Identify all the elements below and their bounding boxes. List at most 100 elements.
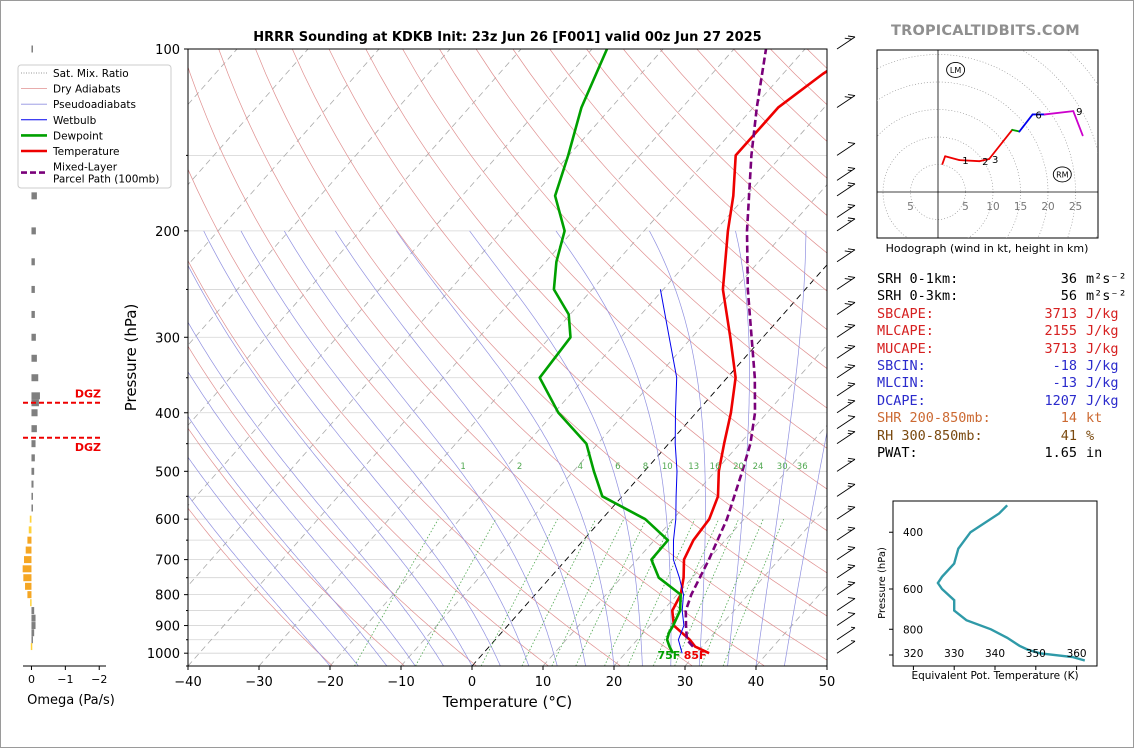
omega-bar	[31, 481, 33, 488]
isotherm-line	[259, 49, 805, 666]
theta-e-x-tick-label: 340	[985, 648, 1005, 660]
wind-barb-flag	[848, 431, 855, 432]
mixing-ratio-label: 30	[777, 462, 788, 472]
hodograph-height-label: 6	[1035, 110, 1041, 121]
wind-barb-flag	[848, 613, 855, 614]
isotherm-line	[117, 49, 663, 666]
wind-barb	[837, 458, 855, 471]
wind-barb	[837, 613, 855, 626]
omega-bar	[31, 355, 36, 362]
wind-barb	[837, 142, 855, 155]
hodograph-height-label: 9	[1076, 107, 1082, 118]
stat-unit: J/kg	[1086, 341, 1119, 358]
theta-e-y-axis-label: Pressure (hPa)	[877, 547, 888, 619]
hodograph-ring-label: 20	[1041, 201, 1054, 213]
dewpoint-line	[540, 49, 681, 653]
wind-barb-shaft	[837, 219, 855, 231]
wind-barb-flag	[845, 279, 852, 280]
surface-temperature-label: 85F	[684, 649, 707, 662]
wind-barb	[837, 547, 855, 560]
wind-barb-half-flag	[848, 549, 852, 550]
wind-barb-shaft	[837, 583, 855, 595]
wind-barb-half-flag	[848, 170, 852, 171]
stat-label: SHR 200-850mb:	[877, 410, 1002, 427]
hodograph-ring-label: 25	[1069, 201, 1082, 213]
omega-bar	[30, 516, 32, 523]
stat-label: RH 300-850mb:	[877, 428, 1002, 445]
wind-barb-shaft	[837, 459, 855, 471]
y-tick-label: 400	[155, 407, 180, 422]
stat-value: 36	[1002, 271, 1077, 288]
site-brand[interactable]: TROPICALTIDBITS.COM	[891, 23, 1080, 39]
wind-barb	[837, 345, 855, 358]
y-tick-label: 600	[155, 513, 180, 528]
wind-barb-flag	[848, 483, 855, 484]
mixing-ratio-line	[522, 519, 596, 666]
wind-barb-half-flag	[851, 627, 855, 628]
legend-label: Temperature	[52, 146, 120, 158]
x-tick-label: 30	[677, 675, 694, 690]
dgz-label-bottom: DGZ	[75, 441, 101, 454]
wind-barb	[837, 365, 855, 378]
wind-barb-shaft	[837, 528, 855, 540]
x-tick-label: −30	[245, 675, 272, 690]
wind-barb-shaft	[837, 277, 855, 289]
wind-barb	[837, 506, 855, 519]
wind-barb-half-flag	[848, 433, 852, 434]
stat-label: SRH 0-3km:	[877, 288, 1002, 305]
pseudoadiabat-line	[241, 231, 529, 666]
mixing-ratio-label: 2	[517, 462, 522, 472]
wind-barb	[837, 218, 855, 231]
wind-barb-flag	[845, 304, 852, 305]
wind-barb-flag	[845, 251, 852, 252]
wind-barb-flag	[848, 167, 855, 168]
mixing-ratio-label: 24	[753, 462, 764, 472]
stat-unit: m²s⁻²	[1086, 271, 1127, 288]
stat-label: MUCAPE:	[877, 341, 1002, 358]
wind-barb-half-flag	[848, 509, 852, 510]
wind-barb-shaft	[837, 250, 855, 262]
mixing-ratio-label: 1	[460, 462, 465, 472]
wind-barb-flag	[848, 249, 855, 250]
y-tick-label: 200	[155, 225, 180, 240]
wind-barb-shaft	[837, 484, 855, 496]
mixing-ratio-line	[552, 519, 624, 666]
wind-barb-shaft	[837, 614, 855, 626]
stat-unit: %	[1086, 428, 1094, 445]
mixing-ratio-line	[723, 519, 784, 666]
wind-barb-shaft	[837, 628, 855, 640]
y-tick-label: 1000	[147, 647, 180, 662]
x-axis-label: Temperature (°C)	[442, 693, 572, 711]
wind-barb-flag	[845, 97, 852, 98]
omega-bar	[27, 591, 31, 598]
wind-barb-flag	[845, 326, 852, 327]
legend-label: Parcel Path (100mb)	[53, 174, 159, 186]
omega-tick-label: −2	[91, 673, 107, 686]
legend-label: Pseudoadiabats	[53, 99, 136, 111]
legend-label: Dry Adiabats	[53, 84, 121, 96]
omega-bar	[31, 468, 34, 475]
chart-title: HRRR Sounding at KDKB Init: 23z Jun 26 […	[253, 30, 761, 45]
y-tick-label: 800	[155, 589, 180, 604]
stat-label: SBCAPE:	[877, 306, 1002, 323]
theta-e-y-tick-label: 800	[903, 624, 923, 636]
omega-tick-label: 0	[28, 673, 35, 686]
legend-label: Mixed-Layer	[53, 162, 118, 174]
wind-barb-shaft	[837, 401, 855, 413]
hodograph-ring-label: 10	[986, 201, 999, 213]
wind-barb-shaft	[837, 599, 855, 611]
wind-barb	[837, 249, 855, 262]
y-tick-label: 700	[155, 554, 180, 569]
omega-bar	[31, 629, 34, 636]
stat-unit: J/kg	[1086, 375, 1119, 392]
isotherm-line	[330, 49, 876, 666]
x-tick-label: 0	[468, 675, 476, 690]
wind-barb-flag	[848, 276, 855, 277]
wind-barb	[837, 167, 855, 180]
omega-axis-label: Omega (Pa/s)	[27, 693, 115, 708]
wind-barb	[837, 582, 855, 595]
